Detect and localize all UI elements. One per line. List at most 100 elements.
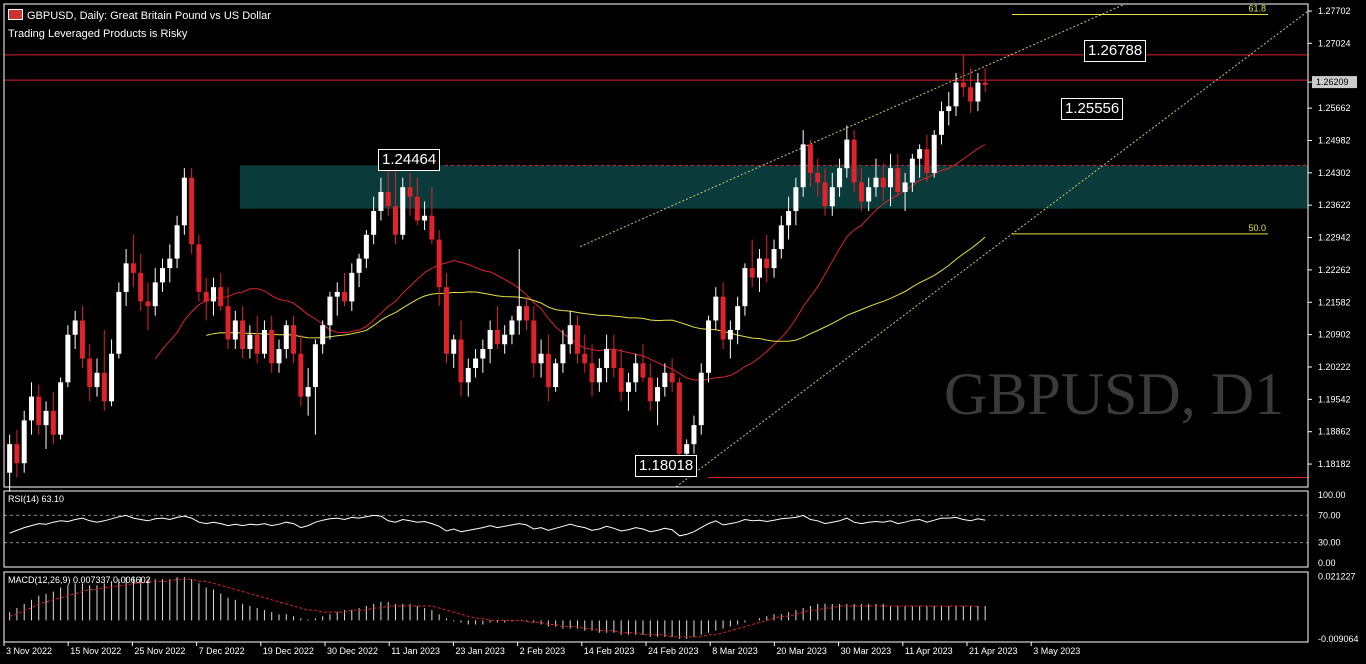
candle-body xyxy=(458,339,464,383)
candle xyxy=(152,268,158,316)
candle-body xyxy=(261,329,267,354)
candle-body xyxy=(58,382,64,435)
candle xyxy=(968,68,974,113)
price-tick-label: 1.25662 xyxy=(1318,103,1351,113)
flag-icon xyxy=(8,9,23,20)
candle-body xyxy=(480,349,486,359)
candle xyxy=(698,363,704,435)
candle-body xyxy=(502,334,508,345)
candle xyxy=(480,339,486,373)
candle-body xyxy=(392,206,398,235)
candle-body xyxy=(909,158,915,183)
candle xyxy=(938,101,944,145)
candle xyxy=(946,92,952,126)
candle-body xyxy=(880,177,886,188)
candle xyxy=(334,282,340,316)
candle-body xyxy=(582,353,588,364)
rsi-title: RSI(14) 63.10 xyxy=(8,494,64,504)
candle-body xyxy=(589,363,595,383)
candle-body xyxy=(917,149,923,159)
candle-body xyxy=(218,287,224,307)
candle-body xyxy=(494,329,500,345)
candle xyxy=(58,377,64,440)
candle-body xyxy=(28,396,34,421)
price-tick-label: 1.21582 xyxy=(1318,297,1351,307)
candle-body xyxy=(101,372,107,402)
symbol-header: GBPUSD, Daily: Great Britain Pound vs US… xyxy=(8,9,271,22)
candle xyxy=(858,168,864,211)
candle xyxy=(706,315,712,383)
macd-signal-line xyxy=(9,578,978,638)
candle xyxy=(771,239,777,278)
candle xyxy=(640,344,646,383)
candle-body xyxy=(953,82,959,107)
candle-body xyxy=(655,387,661,402)
macd-title: MACD(12,26,9) 0.007337 0.006602 xyxy=(8,575,151,585)
candle-body xyxy=(334,291,340,297)
candle-body xyxy=(240,320,246,349)
candle-body xyxy=(982,82,988,85)
candle-body xyxy=(94,372,100,388)
candle xyxy=(123,249,129,307)
candle-body xyxy=(837,168,843,188)
candle xyxy=(14,429,20,478)
candle xyxy=(101,329,107,411)
candle xyxy=(28,382,34,435)
candle xyxy=(160,258,166,292)
candle-body xyxy=(378,191,384,211)
candle-body xyxy=(509,320,515,335)
candle xyxy=(589,344,595,397)
candle xyxy=(138,253,144,311)
candle-body xyxy=(152,282,158,307)
candle-body xyxy=(822,182,828,207)
candle-body xyxy=(713,296,719,321)
date-tick-label: 23 Jan 2023 xyxy=(455,646,505,656)
candle xyxy=(349,263,355,311)
candle xyxy=(691,415,697,454)
candle-body xyxy=(451,339,457,354)
candle xyxy=(793,177,799,226)
candle-body xyxy=(225,306,231,340)
candle-body xyxy=(553,363,559,388)
price-tick-label: 1.27024 xyxy=(1318,38,1351,48)
callout-resistance: 1.24464 xyxy=(378,149,441,171)
candle xyxy=(538,339,544,378)
candle-body xyxy=(174,225,180,259)
candle xyxy=(749,239,755,288)
candle xyxy=(902,172,908,211)
candle xyxy=(502,325,508,354)
candle xyxy=(363,230,369,269)
candle-body xyxy=(50,410,56,435)
candle xyxy=(145,282,151,330)
candle-body xyxy=(487,329,493,349)
candle-body xyxy=(524,306,530,321)
candle xyxy=(647,363,653,411)
candle xyxy=(94,358,100,397)
candle-body xyxy=(130,263,136,273)
candles-layer[interactable] xyxy=(7,54,988,492)
candle-body xyxy=(800,144,806,188)
symbol-watermark: GBPUSD, D1 xyxy=(944,361,1285,427)
indicators-layer: RSI(14) 63.10 MACD(12,26,9) 0.007337 0.00… xyxy=(4,494,1308,639)
candle xyxy=(487,320,493,364)
callout-high: 1.26788 xyxy=(1084,40,1147,62)
candle-body xyxy=(735,306,741,330)
candle-body xyxy=(254,334,260,354)
candle-body xyxy=(320,325,326,345)
candle xyxy=(451,334,457,369)
candle xyxy=(720,282,726,349)
candle-body xyxy=(356,258,362,273)
candle-body xyxy=(829,187,835,207)
candle xyxy=(276,339,282,373)
candle-body xyxy=(436,239,442,288)
candle-body xyxy=(866,187,872,202)
candle-body xyxy=(975,82,981,102)
panel-border-1 xyxy=(3,490,1309,568)
date-tick-label: 30 Dec 2022 xyxy=(327,646,378,656)
candle xyxy=(50,391,56,445)
ma-slow-line xyxy=(206,236,986,342)
candle xyxy=(181,168,187,235)
candle xyxy=(429,187,435,245)
macd-tick-label: -0.009064 xyxy=(1318,634,1359,644)
